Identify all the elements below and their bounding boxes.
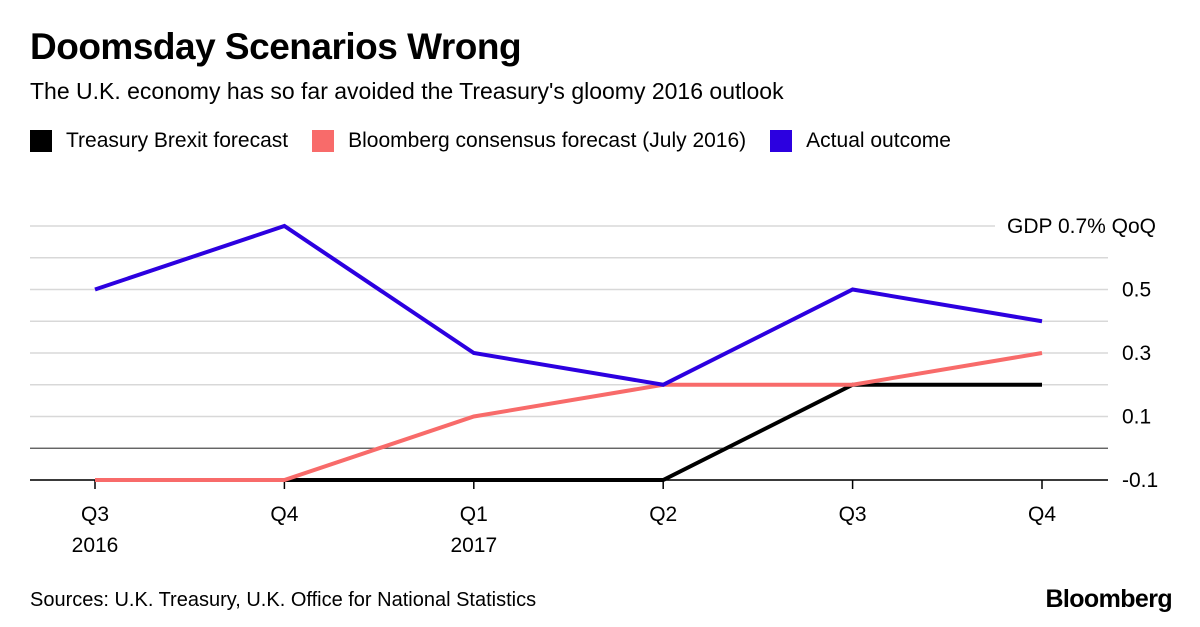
source-note: Sources: U.K. Treasury, U.K. Office for … <box>30 589 537 611</box>
legend-swatch-consensus <box>312 130 335 152</box>
x-tick-label: Q3 <box>839 503 867 526</box>
legend-item-treasury: Treasury Brexit forecast <box>30 129 288 153</box>
y-tick-label: 0.5 <box>1122 279 1151 302</box>
y-tick-label: -0.1 <box>1122 469 1158 492</box>
axis-label-layer: Q3 2016 Q4 Q1 2017 Q2 Q3 Q4 -0.1 0.1 0.3 0.5 GDP 0.7… <box>72 213 1168 557</box>
y-axis-title-backdrop <box>994 213 1168 240</box>
legend-swatch-actual <box>770 130 793 152</box>
y-tick-label: 0.3 <box>1122 342 1151 365</box>
series-line-consensus <box>95 351 1043 482</box>
series-layer <box>94 223 1043 482</box>
chart-title: Doomsday Scenarios Wrong <box>30 26 522 67</box>
x-tick-label: Q3 <box>81 503 109 526</box>
x-tick-label: Q1 <box>460 503 488 526</box>
legend-label-actual: Actual outcome <box>806 129 951 152</box>
x-tick-label: Q4 <box>1028 503 1056 526</box>
series-line-actual <box>94 223 1043 387</box>
chart-subtitle: The U.K. economy has so far avoided the … <box>30 78 784 104</box>
legend: Treasury Brexit forecast Bloomberg conse… <box>30 128 975 154</box>
legend-item-consensus: Bloomberg consensus forecast (July 2016) <box>312 129 746 153</box>
x-tick-label: Q2 <box>649 503 677 526</box>
y-axis-title: GDP 0.7% QoQ <box>1007 215 1156 238</box>
x-tick-label: Q4 <box>270 503 298 526</box>
legend-item-actual: Actual outcome <box>770 129 951 153</box>
x-year-label: 2017 <box>450 534 497 557</box>
y-tick-label: 0.1 <box>1122 406 1151 429</box>
bloomberg-logo: Bloomberg <box>1045 585 1172 613</box>
legend-label-treasury: Treasury Brexit forecast <box>66 129 289 152</box>
legend-swatch-treasury <box>30 130 52 152</box>
grid-layer <box>30 225 1108 489</box>
legend-label-consensus: Bloomberg consensus forecast (July 2016) <box>348 129 747 152</box>
x-year-label: 2016 <box>72 534 119 557</box>
